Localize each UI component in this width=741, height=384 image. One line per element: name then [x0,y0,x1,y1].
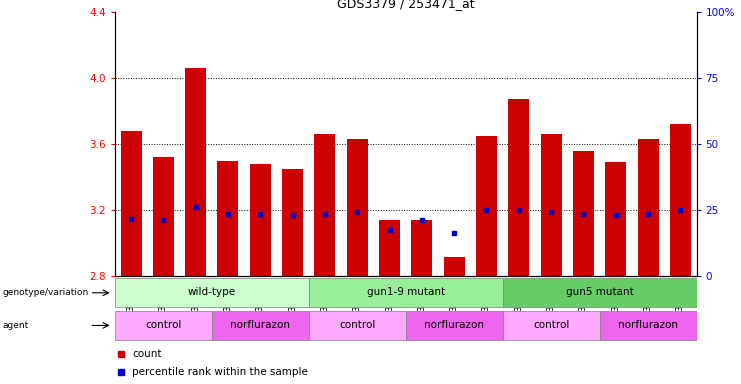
Title: GDS3379 / 253471_at: GDS3379 / 253471_at [337,0,474,10]
Bar [444,257,465,276]
Text: percentile rank within the sample: percentile rank within the sample [133,366,308,377]
Text: control: control [533,320,569,330]
Text: control: control [145,320,182,330]
Bar [406,311,502,340]
Bar [153,157,174,276]
Text: control: control [339,320,376,330]
Bar [347,139,368,276]
Bar [309,278,502,308]
Text: gun1-9 mutant: gun1-9 mutant [367,287,445,297]
Bar [309,311,406,340]
Text: count: count [133,349,162,359]
Text: norflurazon: norflurazon [618,320,678,330]
Text: agent: agent [2,321,29,330]
Text: norflurazon: norflurazon [230,320,290,330]
Text: norflurazon: norflurazon [424,320,484,330]
Text: wild-type: wild-type [187,287,236,297]
Bar [502,311,599,340]
Bar [115,311,212,340]
Bar [476,136,497,276]
Text: genotype/variation: genotype/variation [2,288,88,297]
Bar [605,162,626,276]
Bar [250,164,270,276]
Bar [541,134,562,276]
Bar [573,151,594,276]
Bar [212,311,309,340]
Bar [379,220,400,276]
Bar [502,278,697,308]
Bar [121,131,142,276]
Bar [282,169,303,276]
Bar [637,139,659,276]
Bar [314,134,336,276]
Bar [185,68,206,276]
Bar [670,124,691,276]
Text: gun5 mutant: gun5 mutant [565,287,634,297]
Bar [411,220,432,276]
Bar [217,161,239,276]
Bar [115,278,309,308]
Bar [599,311,697,340]
Bar [508,99,529,276]
